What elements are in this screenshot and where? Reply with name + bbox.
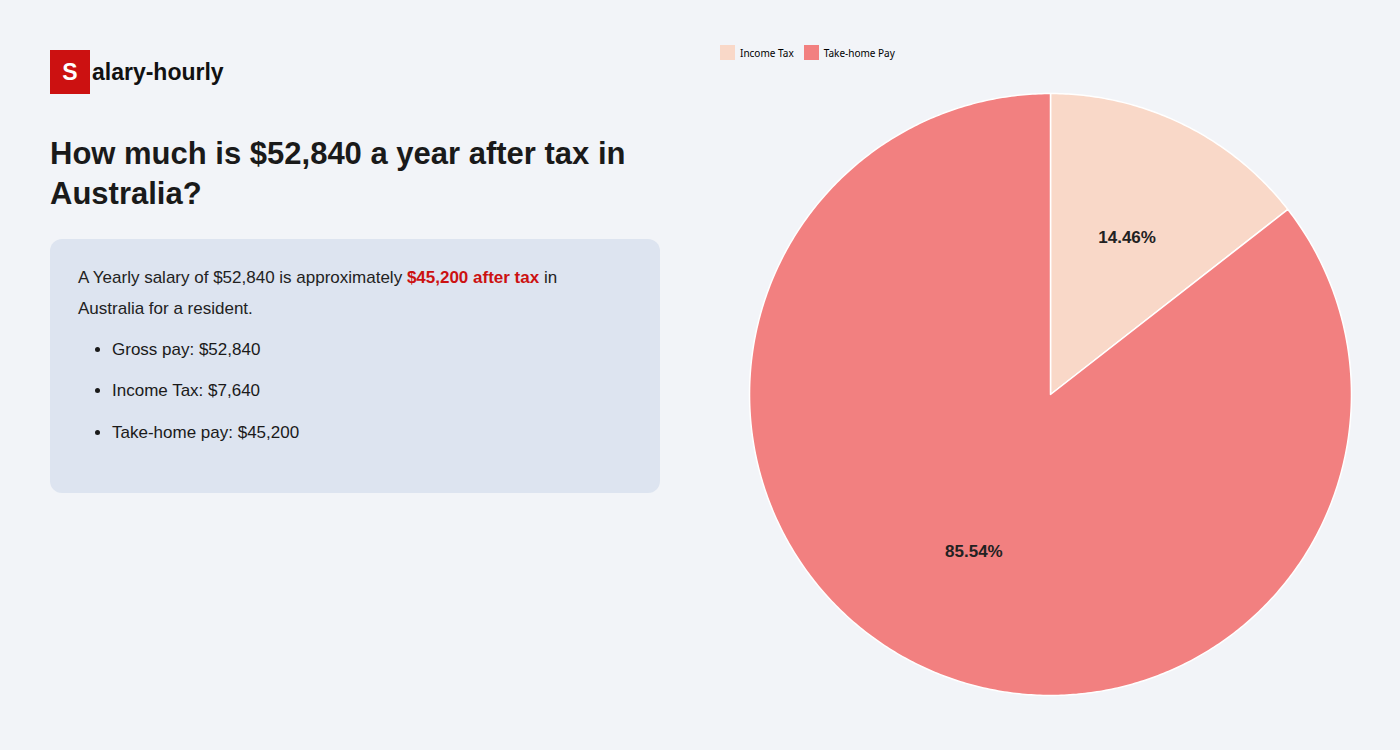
html-text:Take-home pay: $45,200: Take-home pay: $45,200 [112, 423, 300, 443]
html-text:Income Tax: Income Tax [740, 45, 794, 60]
html-text:Income Tax: $7,640: Income Tax: $7,640 [112, 381, 261, 401]
html-text:alary-hourly: alary-hourly [92, 58, 224, 85]
html-text:Australia for a resident.: Australia for a resident. [78, 299, 253, 319]
svg-text:14.46%: 14.46% [1098, 228, 1156, 247]
html-text:S: S [62, 59, 78, 85]
html-text:Take-home Pay: Take-home Pay [823, 45, 895, 60]
html-text:A Yearly salary of $52,840 is: A Yearly salary of $52,840 is approximat… [78, 267, 558, 287]
svg-text:85.54%: 85.54% [945, 542, 1003, 561]
html-text:Gross pay: $52,840: Gross pay: $52,840 [112, 339, 261, 359]
html-text:How much is $52,840 a year aft: How much is $52,840 a year after tax in … [50, 136, 626, 212]
